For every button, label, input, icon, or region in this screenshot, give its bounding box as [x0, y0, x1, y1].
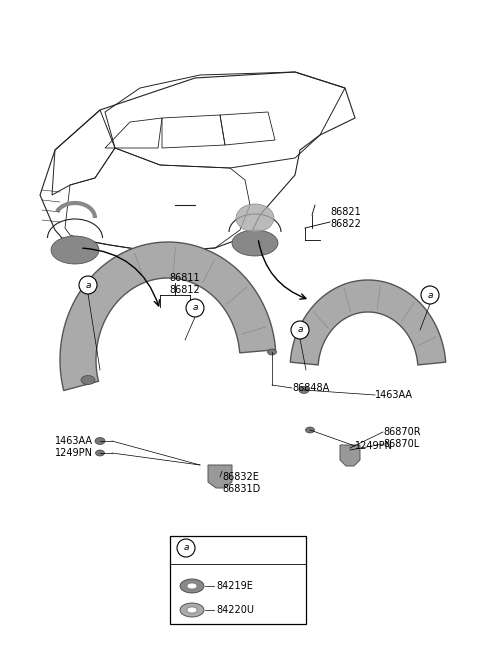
Circle shape — [291, 321, 309, 339]
Ellipse shape — [305, 427, 314, 433]
Text: 1463AA: 1463AA — [375, 390, 413, 400]
Ellipse shape — [236, 204, 274, 232]
Text: a: a — [192, 304, 198, 312]
Ellipse shape — [267, 349, 276, 355]
Text: 86822: 86822 — [330, 219, 361, 229]
Text: 1463AA: 1463AA — [55, 436, 93, 446]
Polygon shape — [208, 465, 232, 488]
Text: 1249PN: 1249PN — [55, 448, 93, 458]
Ellipse shape — [81, 375, 95, 384]
Text: 84219E: 84219E — [216, 581, 253, 591]
Ellipse shape — [299, 386, 309, 394]
Text: 86848A: 86848A — [292, 383, 329, 393]
Text: 86831D: 86831D — [222, 484, 260, 494]
Ellipse shape — [180, 603, 204, 617]
Polygon shape — [340, 445, 360, 466]
Circle shape — [186, 299, 204, 317]
Text: 86812: 86812 — [169, 285, 200, 295]
Ellipse shape — [180, 579, 204, 593]
Text: 86821: 86821 — [330, 207, 361, 217]
Ellipse shape — [232, 230, 278, 256]
Text: a: a — [427, 291, 433, 300]
Text: a: a — [297, 325, 303, 335]
Text: a: a — [183, 544, 189, 552]
Text: 1249PN: 1249PN — [355, 441, 393, 451]
Text: a: a — [85, 281, 91, 289]
Polygon shape — [290, 280, 446, 365]
Circle shape — [177, 539, 195, 557]
Text: 86870R: 86870R — [383, 427, 420, 437]
Text: 86832E: 86832E — [222, 472, 259, 482]
Text: 84220U: 84220U — [216, 605, 254, 615]
Circle shape — [79, 276, 97, 294]
Ellipse shape — [187, 607, 197, 613]
FancyBboxPatch shape — [170, 536, 306, 624]
Ellipse shape — [96, 450, 105, 456]
Ellipse shape — [51, 236, 99, 264]
Text: 86870L: 86870L — [383, 439, 419, 449]
Circle shape — [421, 286, 439, 304]
Text: 86811: 86811 — [170, 273, 200, 283]
Ellipse shape — [187, 583, 197, 589]
Polygon shape — [60, 242, 276, 390]
Ellipse shape — [95, 438, 105, 445]
